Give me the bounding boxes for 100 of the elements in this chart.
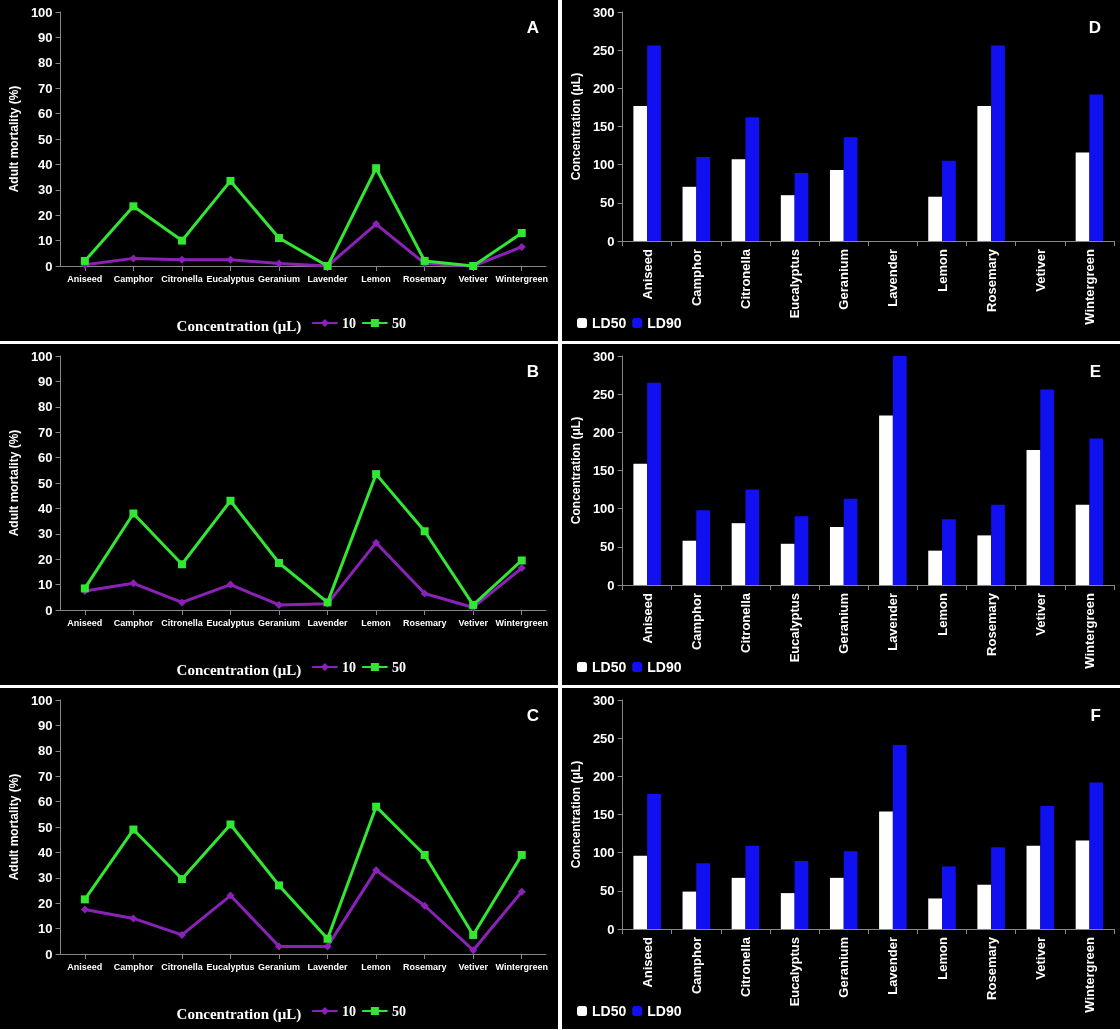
x-tick-label: Lavender <box>307 273 349 284</box>
y-tick-label: 30 <box>38 870 53 886</box>
point <box>372 866 381 875</box>
y-tick-label: 100 <box>592 501 615 517</box>
bar <box>829 526 844 585</box>
point <box>372 164 381 173</box>
legend-label: 10 <box>341 315 356 331</box>
y-tick-label: 250 <box>592 42 615 58</box>
x-tick-label: Vetiver <box>1032 249 1048 292</box>
bar <box>977 884 992 929</box>
point <box>177 875 186 884</box>
bar <box>879 811 893 929</box>
chart-title: A <box>526 18 539 37</box>
bar <box>745 117 760 241</box>
legend-label: LD50 <box>592 1003 627 1019</box>
x-tick-label: Lemon <box>361 617 391 628</box>
x-tick-label: Citronella <box>161 617 204 628</box>
y-tick-label: 300 <box>592 692 615 708</box>
x-tick-label: Wintergreen <box>1081 592 1097 669</box>
x-tick-label: Lavender <box>307 961 349 972</box>
bar <box>928 898 943 929</box>
bar <box>1026 845 1041 929</box>
x-tick-label: Geranium <box>836 937 852 998</box>
y-tick-label: 0 <box>607 921 615 937</box>
bar <box>731 159 746 241</box>
point <box>517 850 526 859</box>
legend-label: 50 <box>391 1003 406 1019</box>
bar <box>731 523 746 585</box>
x-tick-label: Wintergreen <box>495 273 548 284</box>
point <box>226 891 235 900</box>
chart-title: B <box>526 362 539 381</box>
bar <box>892 745 907 929</box>
bar <box>647 45 661 241</box>
bar <box>843 851 858 929</box>
bar <box>682 540 697 585</box>
x-tick-label: Vetiver <box>458 617 489 628</box>
x-tick-label: Rosemary <box>983 936 999 1000</box>
y-tick-label: 0 <box>45 946 53 962</box>
x-tick-label: Eucalyptus <box>206 273 255 284</box>
bar <box>843 498 858 585</box>
x-tick-label: Eucalyptus <box>206 617 255 628</box>
y-tick-label: 20 <box>38 895 53 911</box>
bar <box>745 845 760 929</box>
y-tick-label: 30 <box>38 526 53 542</box>
x-tick-label: Camphor <box>688 593 704 651</box>
point <box>129 202 138 211</box>
legend-label: 10 <box>341 1003 356 1019</box>
y-tick-label: 30 <box>38 182 53 198</box>
x-tick-label: Aniseed <box>67 273 103 284</box>
x-tick-label: Vetiver <box>458 273 489 284</box>
legend-title: Concentration (μL) <box>176 661 302 679</box>
chart-title: C <box>526 706 539 725</box>
bar <box>682 186 697 241</box>
bar <box>682 891 697 929</box>
y-tick-label: 60 <box>38 450 53 466</box>
x-tick-label: Geranium <box>258 273 301 284</box>
bar <box>647 793 661 929</box>
bar <box>794 861 809 929</box>
y-tick-label: 100 <box>592 845 615 861</box>
bar <box>1075 840 1090 929</box>
y-tick-label: 100 <box>30 4 53 20</box>
x-tick-label: Lemon <box>361 273 391 284</box>
x-tick-label: Vetiver <box>1032 593 1048 636</box>
point <box>420 527 429 536</box>
bar <box>879 415 893 585</box>
point <box>420 589 429 598</box>
bar <box>977 105 992 241</box>
x-tick-label: Wintergreen <box>1081 248 1097 325</box>
x-tick-label: Citronella <box>161 273 204 284</box>
point <box>517 564 526 573</box>
x-tick-label: Citronella <box>737 936 753 997</box>
x-tick-label: Lavender <box>885 593 901 651</box>
bar <box>696 863 711 929</box>
y-tick-label: 60 <box>38 106 53 122</box>
x-tick-label: Camphor <box>688 937 704 995</box>
point <box>80 895 89 904</box>
point <box>226 820 235 829</box>
x-tick-label: Aniseed <box>639 248 655 300</box>
y-tick-label: 80 <box>38 55 53 71</box>
y-tick-label: 0 <box>607 577 615 593</box>
y-tick-label: 40 <box>38 500 53 516</box>
point <box>177 930 186 939</box>
bar <box>794 516 809 585</box>
bar <box>633 463 648 585</box>
x-tick-label: Rosemary <box>983 592 999 656</box>
y-tick-label: 100 <box>30 692 53 708</box>
point <box>129 509 138 518</box>
bar <box>696 510 711 585</box>
y-tick-label: 0 <box>607 233 615 249</box>
y-tick-label: 300 <box>592 4 615 20</box>
x-tick-label: Eucalyptus <box>787 937 803 1007</box>
bar <box>892 356 907 585</box>
bar <box>1075 504 1090 585</box>
legend-label: 50 <box>391 315 406 331</box>
x-tick-label: Wintergreen <box>1081 936 1097 1013</box>
point <box>517 887 526 896</box>
y-tick-label: 70 <box>38 768 53 784</box>
y-axis-title: Adult mortality (%) <box>7 773 21 881</box>
bar <box>780 195 795 241</box>
x-tick-label: Aniseed <box>67 961 103 972</box>
